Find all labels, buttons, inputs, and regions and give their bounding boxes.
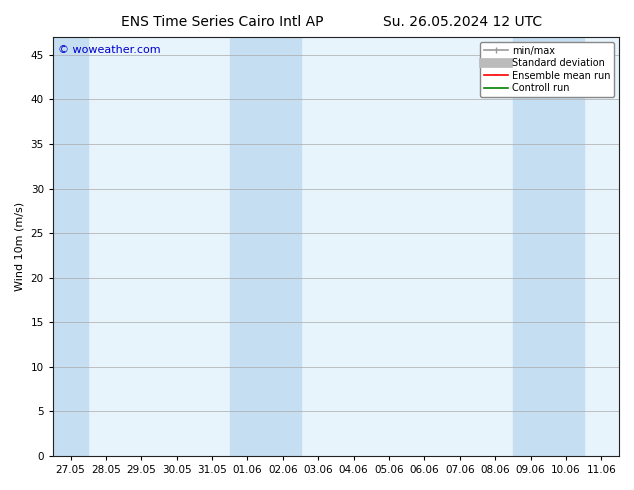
Text: Su. 26.05.2024 12 UTC: Su. 26.05.2024 12 UTC <box>384 15 542 29</box>
Text: ENS Time Series Cairo Intl AP: ENS Time Series Cairo Intl AP <box>120 15 323 29</box>
Y-axis label: Wind 10m (m/s): Wind 10m (m/s) <box>15 202 25 291</box>
Bar <box>548 37 584 456</box>
Legend: min/max, Standard deviation, Ensemble mean run, Controll run: min/max, Standard deviation, Ensemble me… <box>480 42 614 97</box>
Bar <box>265 37 301 456</box>
Bar <box>230 37 265 456</box>
Bar <box>53 37 88 456</box>
Bar <box>513 37 548 456</box>
Text: © woweather.com: © woweather.com <box>58 46 161 55</box>
